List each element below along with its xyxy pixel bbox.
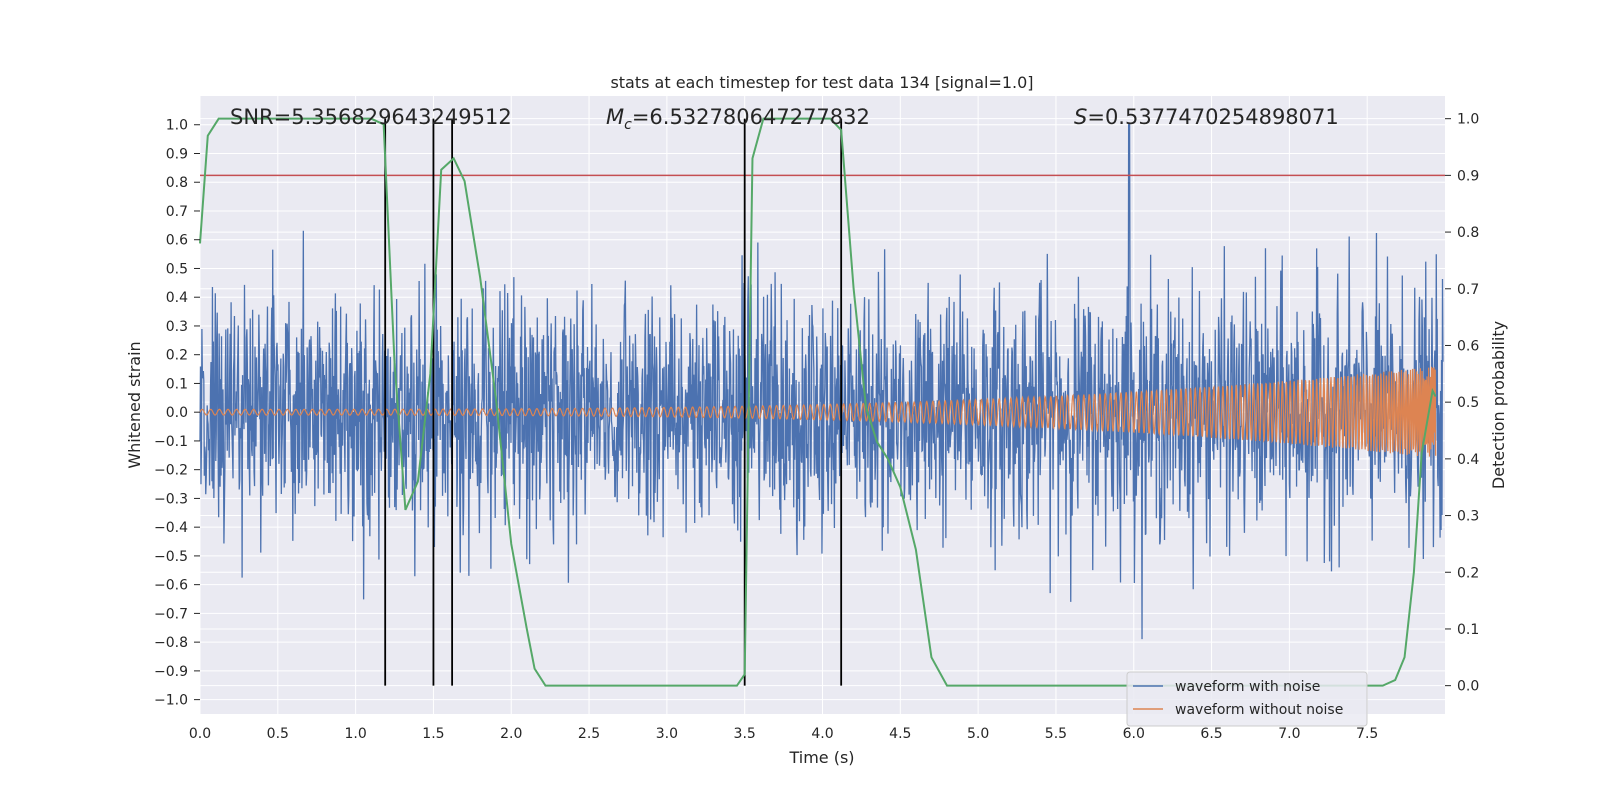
x-tick-6: 3.0: [656, 726, 678, 742]
legend: waveform with noise waveform without noi…: [1126, 671, 1368, 727]
x-tick-8: 4.0: [811, 726, 833, 742]
y-right-tick-3: 0.3: [1457, 509, 1479, 525]
y-left-tick-5: −0.5: [154, 549, 188, 565]
x-tick-9: 4.5: [889, 726, 911, 742]
x-tick-13: 6.5: [1200, 726, 1222, 742]
y-left-tick-7: −0.3: [154, 491, 188, 507]
x-tick-15: 7.5: [1356, 726, 1378, 742]
y-right-tick-2: 0.2: [1457, 565, 1479, 581]
y-left-tick-3: −0.7: [154, 606, 188, 622]
y-left-tick-19: 0.9: [166, 146, 188, 162]
y-right-tick-4: 0.4: [1457, 452, 1479, 468]
y-right-axis-label: Detection probability: [1489, 321, 1508, 489]
y-left-tick-20: 1.0: [166, 118, 188, 134]
x-tick-11: 5.5: [1045, 726, 1067, 742]
y-right-tick-5: 0.5: [1457, 395, 1479, 411]
mc-annotation: Mc=6.532780647277832: [606, 105, 870, 133]
legend-label-clean: waveform without noise: [1175, 702, 1343, 718]
y-left-tick-10: 0.0: [166, 405, 188, 421]
legend-label-noise: waveform with noise: [1175, 679, 1320, 695]
y-right-tick-7: 0.7: [1457, 282, 1479, 298]
x-tick-4: 2.0: [500, 726, 522, 742]
y-left-ticks: −1.0 −0.9 −0.8 −0.7 −0.6 −0.5 −0.4 −0.3 −0.2 −0.1…: [154, 118, 200, 709]
y-right-tick-1: 0.1: [1457, 622, 1479, 638]
x-axis-label: Time (s): [788, 748, 854, 767]
y-right-tick-10: 1.0: [1457, 112, 1479, 128]
x-tick-14: 7.0: [1278, 726, 1300, 742]
y-left-tick-11: 0.1: [166, 376, 188, 392]
x-tick-3: 1.5: [422, 726, 444, 742]
x-tick-12: 6.0: [1123, 726, 1145, 742]
y-right-tick-9: 0.9: [1457, 168, 1479, 184]
s-annotation: S=0.5377470254898071: [1074, 105, 1339, 129]
y-left-tick-4: −0.6: [154, 578, 188, 594]
y-left-tick-1: −0.9: [154, 664, 188, 680]
y-left-axis-label: Whitened strain: [125, 341, 144, 468]
y-left-tick-13: 0.3: [166, 319, 188, 335]
snr-annotation: SNR=5.356829643249512: [230, 105, 512, 129]
y-left-tick-2: −0.8: [154, 635, 188, 651]
y-left-tick-15: 0.5: [166, 261, 188, 277]
x-tick-1: 0.5: [267, 726, 289, 742]
y-left-tick-16: 0.6: [166, 233, 188, 249]
y-left-tick-6: −0.4: [154, 520, 188, 536]
y-left-tick-17: 0.7: [166, 204, 188, 220]
y-left-tick-18: 0.8: [166, 175, 188, 191]
chart-title: stats at each timestep for test data 134…: [610, 73, 1033, 92]
x-tick-0: 0.0: [189, 726, 211, 742]
y-left-tick-8: −0.2: [154, 463, 188, 479]
y-left-tick-0: −1.0: [154, 693, 188, 709]
y-left-tick-14: 0.4: [166, 290, 188, 306]
y-right-tick-6: 0.6: [1457, 338, 1479, 354]
x-ticks: 0.0 0.5 1.0 1.5 2.0 2.5 3.0 3.5 4.0 4.5 5.0 5.5 6.0 6…: [189, 726, 1378, 742]
series-waveform-without-noise: [199, 366, 1437, 457]
x-tick-5: 2.5: [578, 726, 600, 742]
legend-box: [1126, 671, 1368, 727]
x-tick-10: 5.0: [967, 726, 989, 742]
x-tick-7: 3.5: [734, 726, 756, 742]
y-right-tick-8: 0.8: [1457, 225, 1479, 241]
vertical-lines: [384, 118, 843, 686]
y-left-tick-12: 0.2: [166, 348, 188, 364]
y-right-tick-0: 0.0: [1457, 679, 1479, 695]
y-right-ticks: 0.0 0.1 0.2 0.3 0.4 0.5 0.6 0.7 0.8 0.9 1.0: [1445, 112, 1479, 695]
y-left-tick-9: −0.1: [154, 434, 188, 450]
x-tick-2: 1.0: [344, 726, 366, 742]
